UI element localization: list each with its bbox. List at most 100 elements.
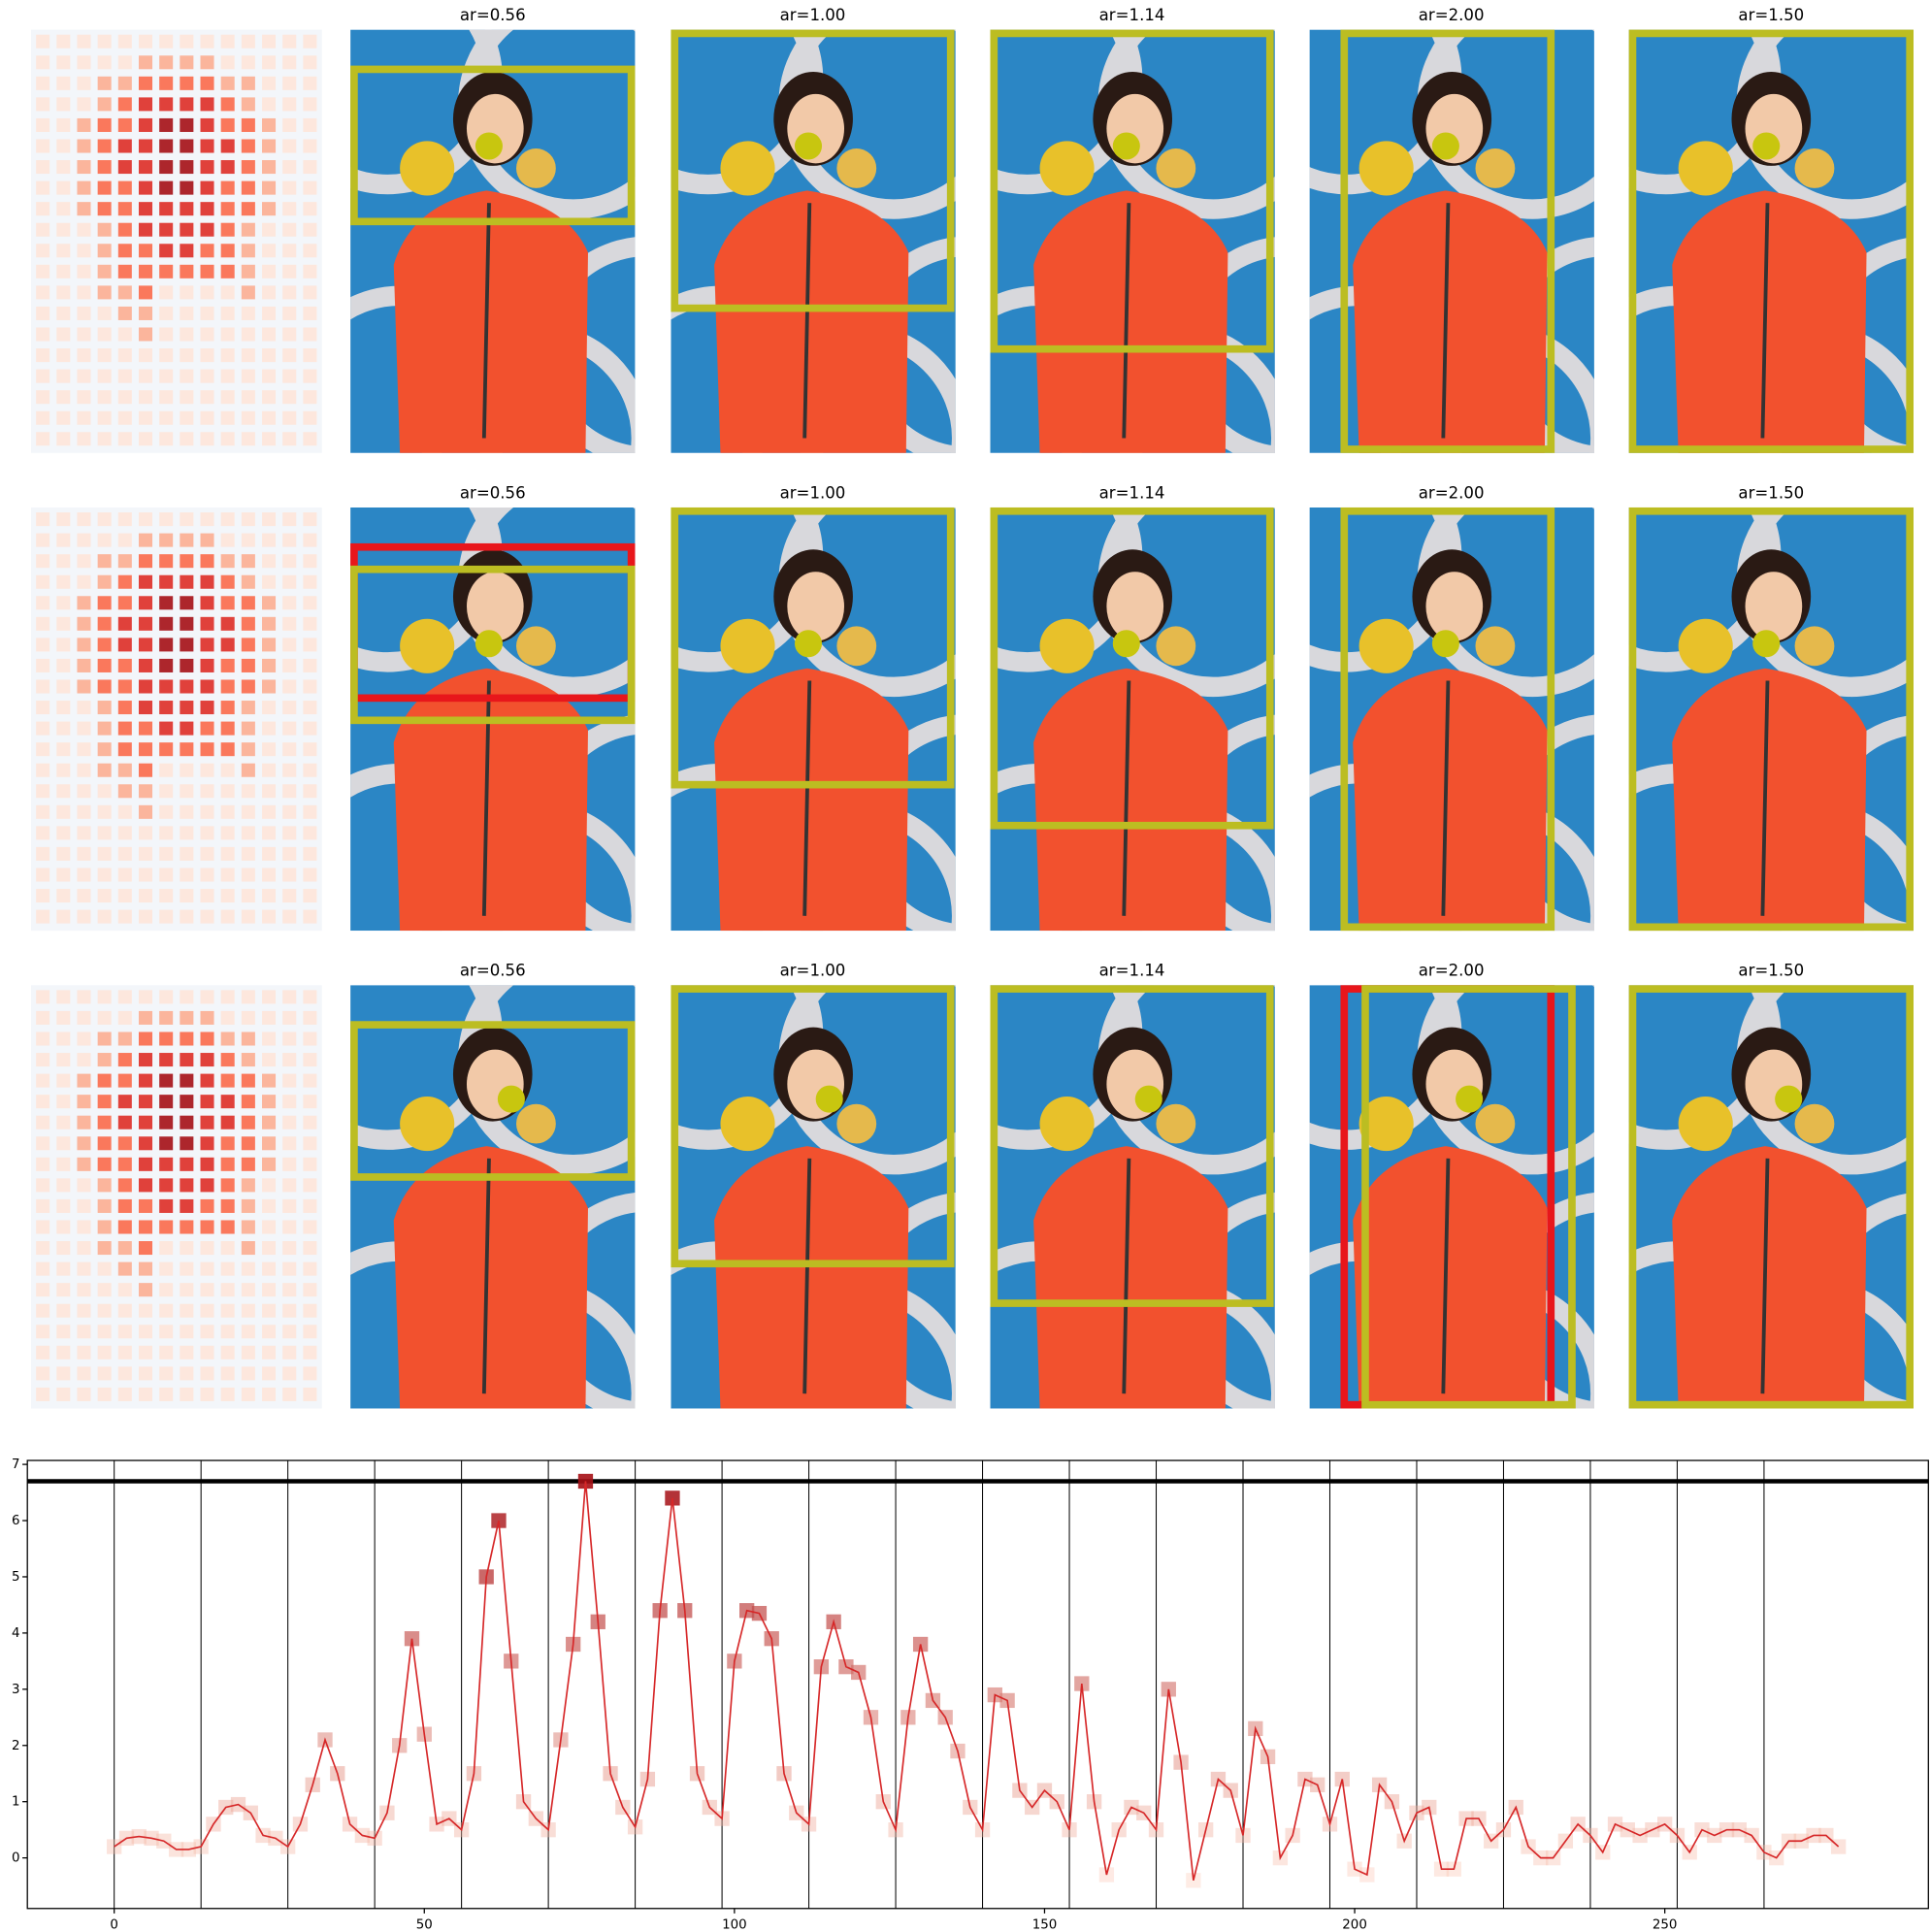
heatmap-cell <box>117 1178 132 1193</box>
heatmap-cell <box>77 1157 91 1171</box>
heatmap-cell <box>220 1241 235 1256</box>
heatmap-cell <box>97 1157 112 1171</box>
heatmap-cell <box>282 117 297 132</box>
heatmap-cell <box>241 846 255 861</box>
heatmap-cell <box>97 990 112 1004</box>
heatmap-cell <box>56 1325 71 1339</box>
zip <box>1441 680 1451 916</box>
heatmap-cell <box>36 432 50 446</box>
heatmap-cell <box>282 1053 297 1067</box>
heatmap-cell <box>262 574 277 589</box>
medal <box>1156 1103 1196 1144</box>
zip <box>1760 680 1770 916</box>
heatmap-cell <box>138 826 153 840</box>
heatmap-cell <box>117 348 132 363</box>
heatmap-cell <box>97 76 112 90</box>
photo <box>990 29 1275 453</box>
heatmap-cell <box>56 432 71 446</box>
heatmap-cell <box>180 658 194 672</box>
heatmap-cell <box>36 846 50 861</box>
heatmap-cell <box>138 369 153 383</box>
heatmap-cell <box>138 1283 153 1297</box>
heatmap-cell <box>36 679 50 694</box>
heatmap-cell <box>282 1345 297 1359</box>
center-dot <box>1431 132 1459 160</box>
heatmap-cell <box>282 784 297 799</box>
heatmap-cell <box>303 868 317 882</box>
heatmap-cell <box>220 763 235 777</box>
heatmap-cell <box>262 1345 277 1359</box>
center-dot <box>794 132 823 160</box>
heatmap-cell <box>282 846 297 861</box>
heatmap-cell <box>200 244 214 258</box>
heatmap-cell <box>159 784 174 799</box>
heatmap-cell <box>159 721 174 736</box>
heatmap-cell <box>97 512 112 527</box>
heatmap-cell <box>77 1303 91 1318</box>
heatmap-cell <box>200 306 214 320</box>
heatmap-cell <box>282 1095 297 1109</box>
heatmap-cell <box>282 1157 297 1171</box>
heatmap-cell <box>77 1031 91 1046</box>
heatmap-cell <box>282 97 297 112</box>
heatmap-cell <box>262 117 277 132</box>
heatmap-cell <box>159 846 174 861</box>
heatmap-cell <box>77 846 91 861</box>
heatmap-cell <box>200 742 214 757</box>
heatmap-cell <box>180 139 194 153</box>
heatmap-cell <box>262 202 277 216</box>
heatmap-cell <box>220 784 235 799</box>
heatmap-cell <box>180 554 194 569</box>
heatmap-cell <box>36 804 50 819</box>
heatmap-cell <box>138 410 153 425</box>
heatmap-cell <box>97 554 112 569</box>
heatmap-cell <box>241 327 255 342</box>
zip <box>1122 680 1131 916</box>
heatmap-cell <box>220 244 235 258</box>
heatmap-cell <box>77 679 91 694</box>
heatmap-cell <box>282 1031 297 1046</box>
heatmap-cell <box>117 55 132 70</box>
heatmap-cell <box>303 1241 317 1256</box>
heatmap-cell <box>241 1073 255 1088</box>
flowers <box>1039 618 1095 673</box>
heatmap-cell <box>200 117 214 132</box>
heatmap-cell <box>159 1115 174 1130</box>
heatmap-cell <box>56 763 71 777</box>
heatmap-cell <box>282 348 297 363</box>
heatmap-cell <box>241 1283 255 1297</box>
heatmap-cell <box>262 1010 277 1025</box>
heatmap-cell <box>180 763 194 777</box>
heatmap-cell <box>77 763 91 777</box>
jacket <box>393 190 588 453</box>
heatmap-cell <box>303 658 317 672</box>
x-tick-label: 250 <box>1653 1917 1678 1932</box>
heatmap-cell <box>282 222 297 237</box>
medal <box>836 626 877 667</box>
heatmap-cell <box>262 180 277 195</box>
heatmap-cell <box>241 1010 255 1025</box>
heatmap-cell <box>303 909 317 924</box>
heatmap-cell <box>200 97 214 112</box>
heatmap-cell <box>117 554 132 569</box>
crop-box <box>671 29 955 312</box>
heatmap-cell <box>200 909 214 924</box>
heatmap-cell <box>159 826 174 840</box>
heatmap-cell <box>97 1115 112 1130</box>
heatmap-cell <box>159 97 174 112</box>
heatmap-cell <box>77 721 91 736</box>
heatmap-cell <box>220 889 235 903</box>
heatmap-cell <box>97 1241 112 1256</box>
heatmap-cell <box>180 390 194 405</box>
heatmap-cell <box>36 826 50 840</box>
heatmap-cell <box>56 658 71 672</box>
zip <box>481 1158 491 1394</box>
heatmap-cell <box>159 1345 174 1359</box>
heatmap-cell <box>36 596 50 610</box>
heatmap-cell <box>200 512 214 527</box>
heatmap-cell <box>180 369 194 383</box>
medal <box>1156 148 1196 188</box>
heatmap-cell <box>77 202 91 216</box>
medal <box>1794 1103 1835 1144</box>
heatmap-cell <box>159 1157 174 1171</box>
